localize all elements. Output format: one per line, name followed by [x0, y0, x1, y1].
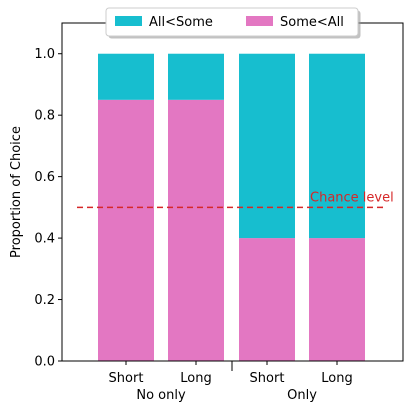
y-tick-label-1: 0.2 [34, 293, 55, 308]
bar-all-lt-some-1 [168, 53, 224, 100]
y-tick-label-4: 0.8 [34, 109, 55, 124]
legend-box [105, 7, 359, 37]
group-label-0: No only [136, 388, 186, 403]
x-tick-label-2: Short [250, 371, 285, 386]
group-label-1: Only [287, 388, 317, 403]
legend-swatch-1 [246, 16, 273, 26]
x-tick-label-0: Short [109, 371, 144, 386]
legend-label-0: All<Some [149, 15, 213, 30]
legend-label-1: Some<All [280, 15, 344, 30]
bar-all-lt-some-2 [239, 53, 295, 239]
y-axis-title: Proportion of Choice [9, 126, 24, 258]
y-tick-label-5: 1.0 [34, 47, 55, 62]
bar-some-lt-all-3 [309, 238, 365, 361]
axes-layer: 0.0 0.2 0.4 0.6 0.8 1.0 Proportion of Choice Sh… [9, 22, 404, 403]
bar-some-lt-all-2 [239, 238, 295, 361]
legend: All<Some Some<All [105, 7, 361, 39]
reference-line-layer: Chance level [77, 190, 394, 209]
legend-swatch-0 [115, 16, 142, 26]
chance-level-label: Chance level [310, 190, 394, 205]
bar-all-lt-some-3 [309, 53, 365, 239]
bar-some-lt-all-0 [98, 99, 154, 362]
bar-all-lt-some-0 [98, 53, 154, 100]
y-tick-label-0: 0.0 [34, 355, 55, 370]
bar-some-lt-all-1 [168, 99, 224, 362]
y-tick-label-3: 0.6 [34, 170, 55, 185]
x-tick-label-3: Long [321, 371, 352, 386]
x-tick-label-1: Long [180, 371, 211, 386]
y-tick-label-2: 0.4 [34, 232, 55, 247]
